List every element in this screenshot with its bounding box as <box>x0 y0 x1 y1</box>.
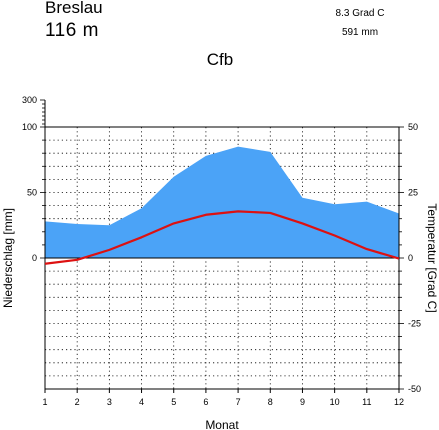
precipitation-area <box>45 146 399 258</box>
station-elevation: 116 m <box>45 20 99 41</box>
x-tick-label: 11 <box>362 397 371 407</box>
temperature-line <box>44 210 400 265</box>
x-tick-label: 9 <box>300 397 305 407</box>
station-name: Breslau <box>45 0 103 17</box>
x-tick-label: 10 <box>330 397 340 407</box>
x-tick-label: 6 <box>203 397 208 407</box>
x-tick-label: 8 <box>268 397 273 407</box>
x-tick-label: 2 <box>75 397 80 407</box>
y-axis-right-label: Temperatur [Grad C] <box>425 203 439 312</box>
temperature-layer <box>44 210 400 265</box>
x-tick-label: 12 <box>394 397 404 407</box>
annual-temperature: 8.3 Grad C <box>335 8 385 19</box>
temp-tick-label: 0 <box>408 253 413 263</box>
precip-tick-label: 50 <box>27 188 37 198</box>
precip-tick-label: 100 <box>22 122 37 132</box>
precip-tick-label: 300 <box>22 95 37 105</box>
x-tick-label: 4 <box>139 397 144 407</box>
x-tick-label: 3 <box>107 397 112 407</box>
temp-tick-label: 50 <box>408 122 418 132</box>
x-tick-label: 5 <box>171 397 176 407</box>
x-axis-label: Monat <box>205 418 239 430</box>
x-tick-label: 7 <box>236 397 241 407</box>
climate-classification: Cfb <box>206 50 234 69</box>
y-axis-left-label: Niederschlag [mm] <box>1 208 15 308</box>
precip-tick-label: 0 <box>32 253 37 263</box>
x-tick-label: 1 <box>42 397 47 407</box>
temp-tick-label: 25 <box>408 188 418 198</box>
precipitation-layer <box>45 146 399 258</box>
annual-precipitation: 591 mm <box>341 27 379 38</box>
temp-tick-label: -25 <box>408 319 421 329</box>
temp-tick-label: -50 <box>408 384 421 394</box>
